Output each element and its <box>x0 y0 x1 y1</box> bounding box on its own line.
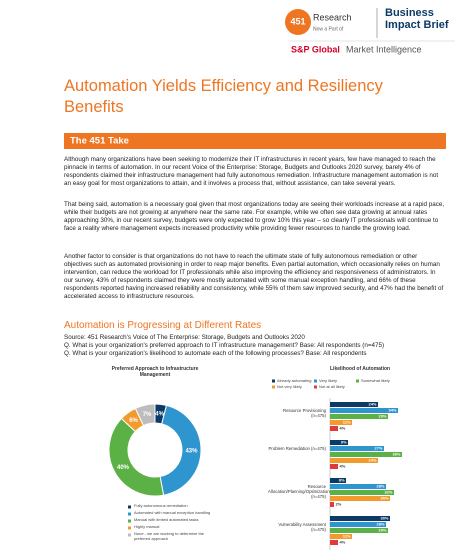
legend-swatch <box>128 519 131 523</box>
donut-slice <box>134 403 156 427</box>
section-title: The 451 Take <box>70 136 129 147</box>
legend-swatch <box>314 379 317 383</box>
category-label: Resource Provisioning (n=475) <box>283 408 326 418</box>
data-label: 28% <box>376 484 384 489</box>
legend-label: Already automating <box>277 378 311 383</box>
figure-title: Automation is Progressing at Different R… <box>64 320 262 331</box>
data-label: 4% <box>340 426 346 431</box>
paragraph: That being said, automation is a necessa… <box>64 201 445 232</box>
bar <box>330 452 402 457</box>
data-label: 29% <box>378 414 386 419</box>
paragraph: Another factor to consider is that organ… <box>64 253 444 300</box>
figure-source: Source: 451 Research's Voice of The Ente… <box>64 334 305 341</box>
data-label: 4% <box>340 464 346 469</box>
bar <box>330 540 338 545</box>
bar <box>330 528 388 533</box>
figure-question: Q. What is your organization's likelihoo… <box>64 350 367 357</box>
data-label: 29% <box>378 528 386 533</box>
data-label: 30% <box>380 516 388 521</box>
section-bar <box>64 133 446 149</box>
legend-label: Highly manual <box>134 524 160 529</box>
bar <box>330 502 334 507</box>
bar <box>330 484 386 489</box>
legend-swatch <box>314 385 317 389</box>
bar <box>330 522 386 527</box>
logo-circle <box>285 9 311 35</box>
legend-swatch <box>272 379 275 383</box>
bar <box>330 458 378 463</box>
data-label: 34% <box>388 408 396 413</box>
logo-number: 451 <box>290 16 305 26</box>
chart-title: Preferred Approach to Infrastructure Man… <box>111 366 199 378</box>
data-label: 11% <box>343 420 351 425</box>
brand-sub: Market Intelligence <box>346 44 422 54</box>
legend-label: Somewhat likely <box>361 378 390 383</box>
figure-question: Q. What is your organization's preferred… <box>64 342 385 349</box>
logo-name: Research <box>313 12 352 22</box>
bar <box>330 402 378 407</box>
data-label: 7% <box>143 412 152 418</box>
page-title: Automation Yields Efficiency and Resilie… <box>64 77 383 116</box>
legend-label: Fully autonomous remediation <box>134 503 188 508</box>
bar <box>330 464 338 469</box>
bar <box>330 478 346 483</box>
legend-swatch <box>356 379 359 383</box>
donut-slice <box>159 404 202 496</box>
category-label: Problem Remediation (n=475) <box>268 446 326 451</box>
data-label: 36% <box>392 452 400 457</box>
brand: S&P Global <box>291 44 340 54</box>
legend-swatch <box>128 533 131 537</box>
legend-label: Not at all likely <box>319 384 345 389</box>
bar <box>330 420 352 425</box>
data-label: 27% <box>374 446 382 451</box>
legend-label: None - we are working to determine the p… <box>134 531 205 541</box>
data-label: 2% <box>336 502 342 507</box>
logo-sub: Now a Part of <box>313 26 344 32</box>
brief-title: Business Impact Brief <box>385 7 449 31</box>
legend-label: Very likely <box>319 378 337 383</box>
bar <box>330 490 394 495</box>
data-label: 9% <box>341 440 347 445</box>
data-label: 24% <box>368 402 376 407</box>
data-label: 32% <box>384 490 392 495</box>
legend-label: Automated with manual exception handling <box>134 510 211 515</box>
bar <box>330 440 348 445</box>
category-label: Resource Allocation/Planning/Optimizatio… <box>268 484 330 499</box>
bar <box>330 534 352 539</box>
data-label: 6% <box>129 418 138 424</box>
data-label: 4% <box>155 411 164 417</box>
legend-swatch <box>128 512 131 516</box>
donut-slice <box>108 417 165 497</box>
bar <box>330 496 390 501</box>
data-label: 8% <box>339 478 345 483</box>
legend-swatch <box>128 505 131 509</box>
bar <box>330 516 390 521</box>
legend-label: Manual with limited automated tasks <box>134 517 199 522</box>
category-label: Vulnerability Assessment (n=475) <box>278 522 326 532</box>
data-label: 43% <box>185 449 198 455</box>
data-label: 30% <box>380 496 388 501</box>
bar <box>330 446 384 451</box>
legend-swatch <box>128 526 131 530</box>
legend-swatch <box>272 385 275 389</box>
data-label: 4% <box>340 540 346 545</box>
bar <box>330 414 388 419</box>
data-label: 11% <box>343 534 351 539</box>
data-label: 24% <box>368 458 376 463</box>
data-label: 28% <box>376 522 384 527</box>
legend-label: Not very likely <box>277 384 302 389</box>
bar <box>330 426 338 431</box>
data-label: 40% <box>117 465 130 471</box>
bar <box>330 408 398 413</box>
chart-title: Likelihood of Automation <box>330 366 391 372</box>
paragraph: Although many organizations have been se… <box>64 156 439 187</box>
